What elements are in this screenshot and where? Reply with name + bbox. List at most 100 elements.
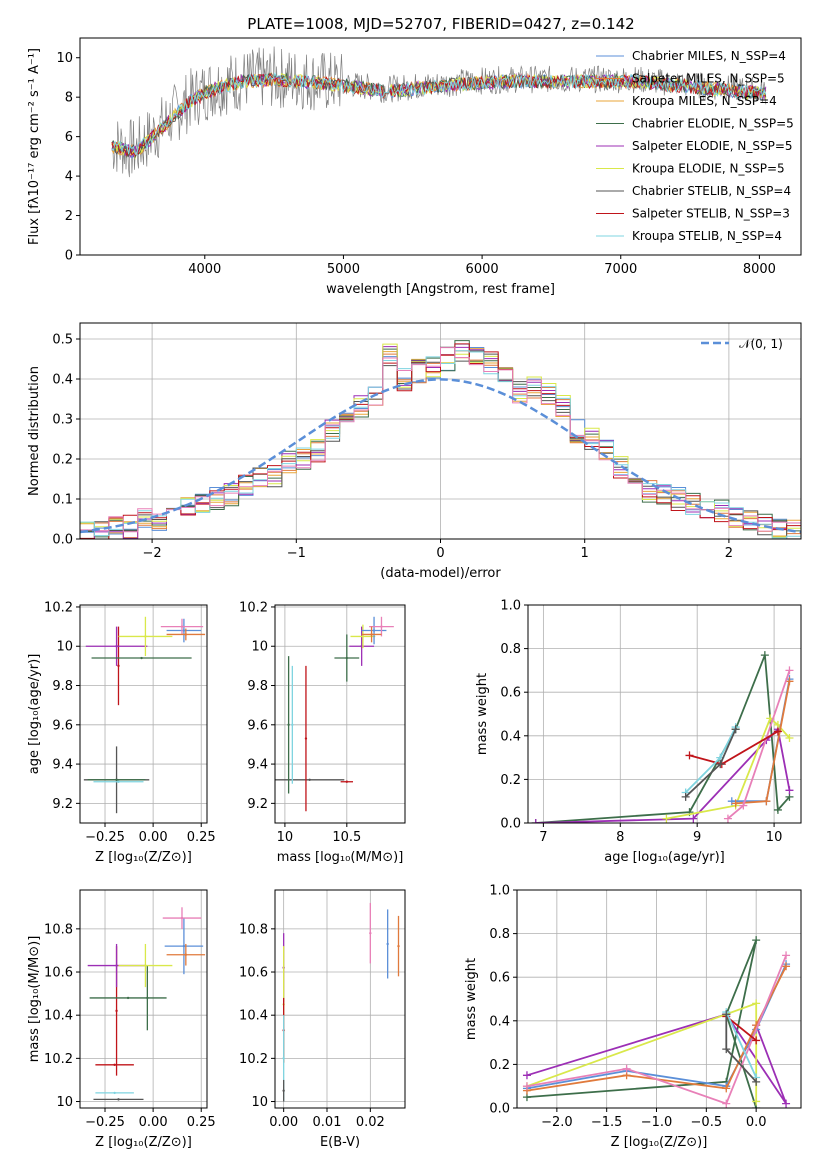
y-tick-label: 9.6 <box>247 718 268 733</box>
x-tick-label: 8000 <box>743 262 776 277</box>
x-axis-label: Z [log₁₀(Z/Z⊙)] <box>95 850 192 865</box>
data-point <box>304 737 308 740</box>
weight-marker <box>622 1064 631 1073</box>
weight-marker <box>785 677 794 686</box>
data-point <box>182 629 186 632</box>
y-tick-label: 0.1 <box>52 493 73 508</box>
y-axis-label: Flux [fλ10⁻¹⁷ erg cm⁻² s⁻¹ A⁻¹] <box>27 48 42 245</box>
legend-entry: Chabrier MILES, N_SSP=4 <box>632 49 786 63</box>
y-tick-label: 0.0 <box>52 533 73 548</box>
weight-marker <box>689 814 698 823</box>
y-tick-label: 1.0 <box>489 884 510 899</box>
y-tick-label: 0.5 <box>52 333 73 348</box>
data-point <box>113 1063 116 1067</box>
x-tick-label: 0.02 <box>356 1115 385 1130</box>
data-point <box>146 996 149 1000</box>
y-tick-label: 10.8 <box>239 922 268 937</box>
axes-frame <box>274 889 406 1109</box>
x-axis-label: mass [log₁₀(M/M⊙)] <box>277 850 404 865</box>
data-point <box>184 633 188 636</box>
weight-line <box>725 1015 757 1042</box>
data-point <box>386 942 389 946</box>
x-tick-label: 4000 <box>188 262 221 277</box>
data-point <box>113 1091 116 1095</box>
x-tick-label: 0.0 <box>746 1115 767 1130</box>
data-point <box>397 944 400 948</box>
plot-area <box>531 651 794 823</box>
legend-entry: Chabrier ELODIE, N_SSP=5 <box>632 117 794 131</box>
weight-marker <box>716 760 725 769</box>
data-point <box>126 996 130 1000</box>
axes-frame <box>274 604 406 824</box>
weight-line <box>684 728 737 798</box>
plot-area <box>111 46 767 178</box>
y-tick-label: 10.4 <box>239 1009 268 1024</box>
axes-frame <box>516 889 802 1109</box>
weight-marker <box>662 814 671 823</box>
x-tick-label: 10.5 <box>332 830 361 845</box>
x-tick-label: 8 <box>616 830 624 845</box>
y-axis-label: age [log₁₀(age/yr)] <box>27 654 42 775</box>
y-tick-label: 6 <box>65 130 73 145</box>
y-tick-label: 0.8 <box>500 642 521 657</box>
y-tick-label: 10.2 <box>44 600 73 615</box>
data-point <box>144 964 147 967</box>
data-point <box>180 916 184 920</box>
y-tick-label: 10.8 <box>44 922 73 937</box>
y-tick-label: 0.4 <box>500 729 521 744</box>
weight-line <box>535 654 791 823</box>
plot-area <box>282 902 400 1102</box>
x-tick-label: 0 <box>436 546 444 561</box>
x-tick-label: 0.01 <box>313 1115 342 1130</box>
y-tick-label: 10.4 <box>44 1009 73 1024</box>
axes-frame <box>79 889 208 1109</box>
y-tick-label: 9.2 <box>247 797 268 812</box>
weight-marker <box>522 1071 531 1080</box>
weight-marker <box>752 1097 761 1106</box>
weight-marker <box>722 1084 731 1093</box>
weight-marker <box>685 751 694 760</box>
y-axis-label: mass weight <box>464 958 479 1040</box>
weight-marker <box>522 1082 531 1091</box>
weight-marker <box>531 819 540 823</box>
x-axis-label: (data-model)/error <box>380 566 501 581</box>
y-tick-label: 9.8 <box>52 679 73 694</box>
data-point <box>115 778 118 781</box>
plot-area <box>522 936 791 1108</box>
y-tick-label: 9.6 <box>52 718 73 733</box>
mass-vs-extinction-panel: 0.00 0.01 0.02 10 10.2 10.4 10.6 10.8 E(B-V) <box>239 889 406 1150</box>
data-point <box>182 944 186 948</box>
x-tick-label: −1 <box>287 546 306 561</box>
data-point <box>184 953 188 956</box>
weight-marker <box>782 951 791 960</box>
x-tick-label: −1.5 <box>591 1115 623 1130</box>
weight-marker <box>722 1010 731 1019</box>
residuals-panel: −2 −1 0 1 2 0.0 0.1 0.2 0.3 0.4 0.5 (data-model)/er… <box>27 322 802 581</box>
x-tick-label: 5000 <box>327 262 360 277</box>
x-tick-label: 10 <box>277 830 294 845</box>
legend-entry: Kroupa ELODIE, N_SSP=5 <box>632 162 785 176</box>
weight-marker <box>739 801 748 810</box>
data-point <box>115 645 118 648</box>
y-tick-label: 10.2 <box>239 600 268 615</box>
plot-area <box>87 907 206 1101</box>
y-axis-label: mass weight <box>475 673 490 755</box>
x-tick-label: 0.00 <box>139 1115 168 1130</box>
data-point <box>117 780 120 783</box>
x-tick-label: 0.00 <box>269 1115 298 1130</box>
weight-marker <box>785 786 794 795</box>
y-tick-label: 0.6 <box>489 971 510 986</box>
weight-line <box>535 727 791 823</box>
spectrum-panel: 4000 5000 6000 7000 8000 0 2 4 6 8 10 wavelength [A… <box>27 37 802 297</box>
data-point <box>291 723 294 727</box>
axes-frame <box>527 604 802 824</box>
age-vs-mass-panel: 10 10.5 9.2 9.4 9.6 9.8 10 10.2 mass [log₁₀(M/M⊙… <box>239 600 406 865</box>
y-tick-label: 10.2 <box>239 1052 268 1067</box>
weight-marker <box>752 999 761 1008</box>
x-axis-label: wavelength [Angstrom, rest frame] <box>326 282 555 297</box>
data-point <box>115 1009 118 1013</box>
weight-marker <box>722 1099 731 1108</box>
data-point <box>180 625 184 628</box>
y-tick-label: 9.8 <box>247 679 268 694</box>
